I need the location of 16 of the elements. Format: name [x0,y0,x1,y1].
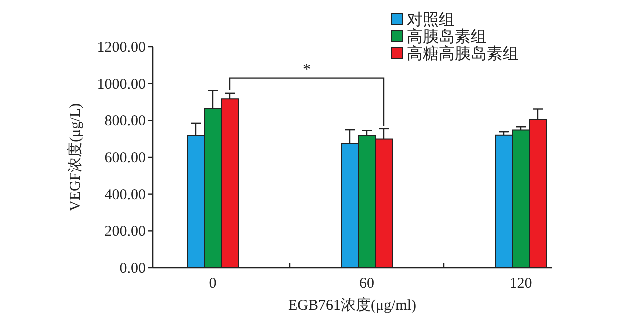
y-tick-label: 1000.00 [97,76,146,93]
y-tick-label: 1200.00 [97,40,146,56]
annotation: * [303,61,311,78]
x-tick-label: 0 [209,276,217,292]
y-tick-label: 800.00 [104,114,146,130]
y-tick-label: 600.00 [104,150,146,166]
legend-label: 高胰岛素组 [407,28,487,46]
y-tick-label: 200.00 [104,224,146,240]
y-axis-title: VEGF浓度(μg/L) [67,103,84,212]
legend-label: 对照组 [407,11,455,29]
x-tick-label: 60 [360,276,374,292]
x-tick-label: 120 [510,276,532,292]
y-tick-label: 400.00 [104,187,146,204]
x-axis-title: EGB761浓度(μg/ml) [288,297,417,314]
y-tick-label: 0.00 [120,261,146,277]
legend-label: 高糖高胰岛素组 [407,45,519,63]
